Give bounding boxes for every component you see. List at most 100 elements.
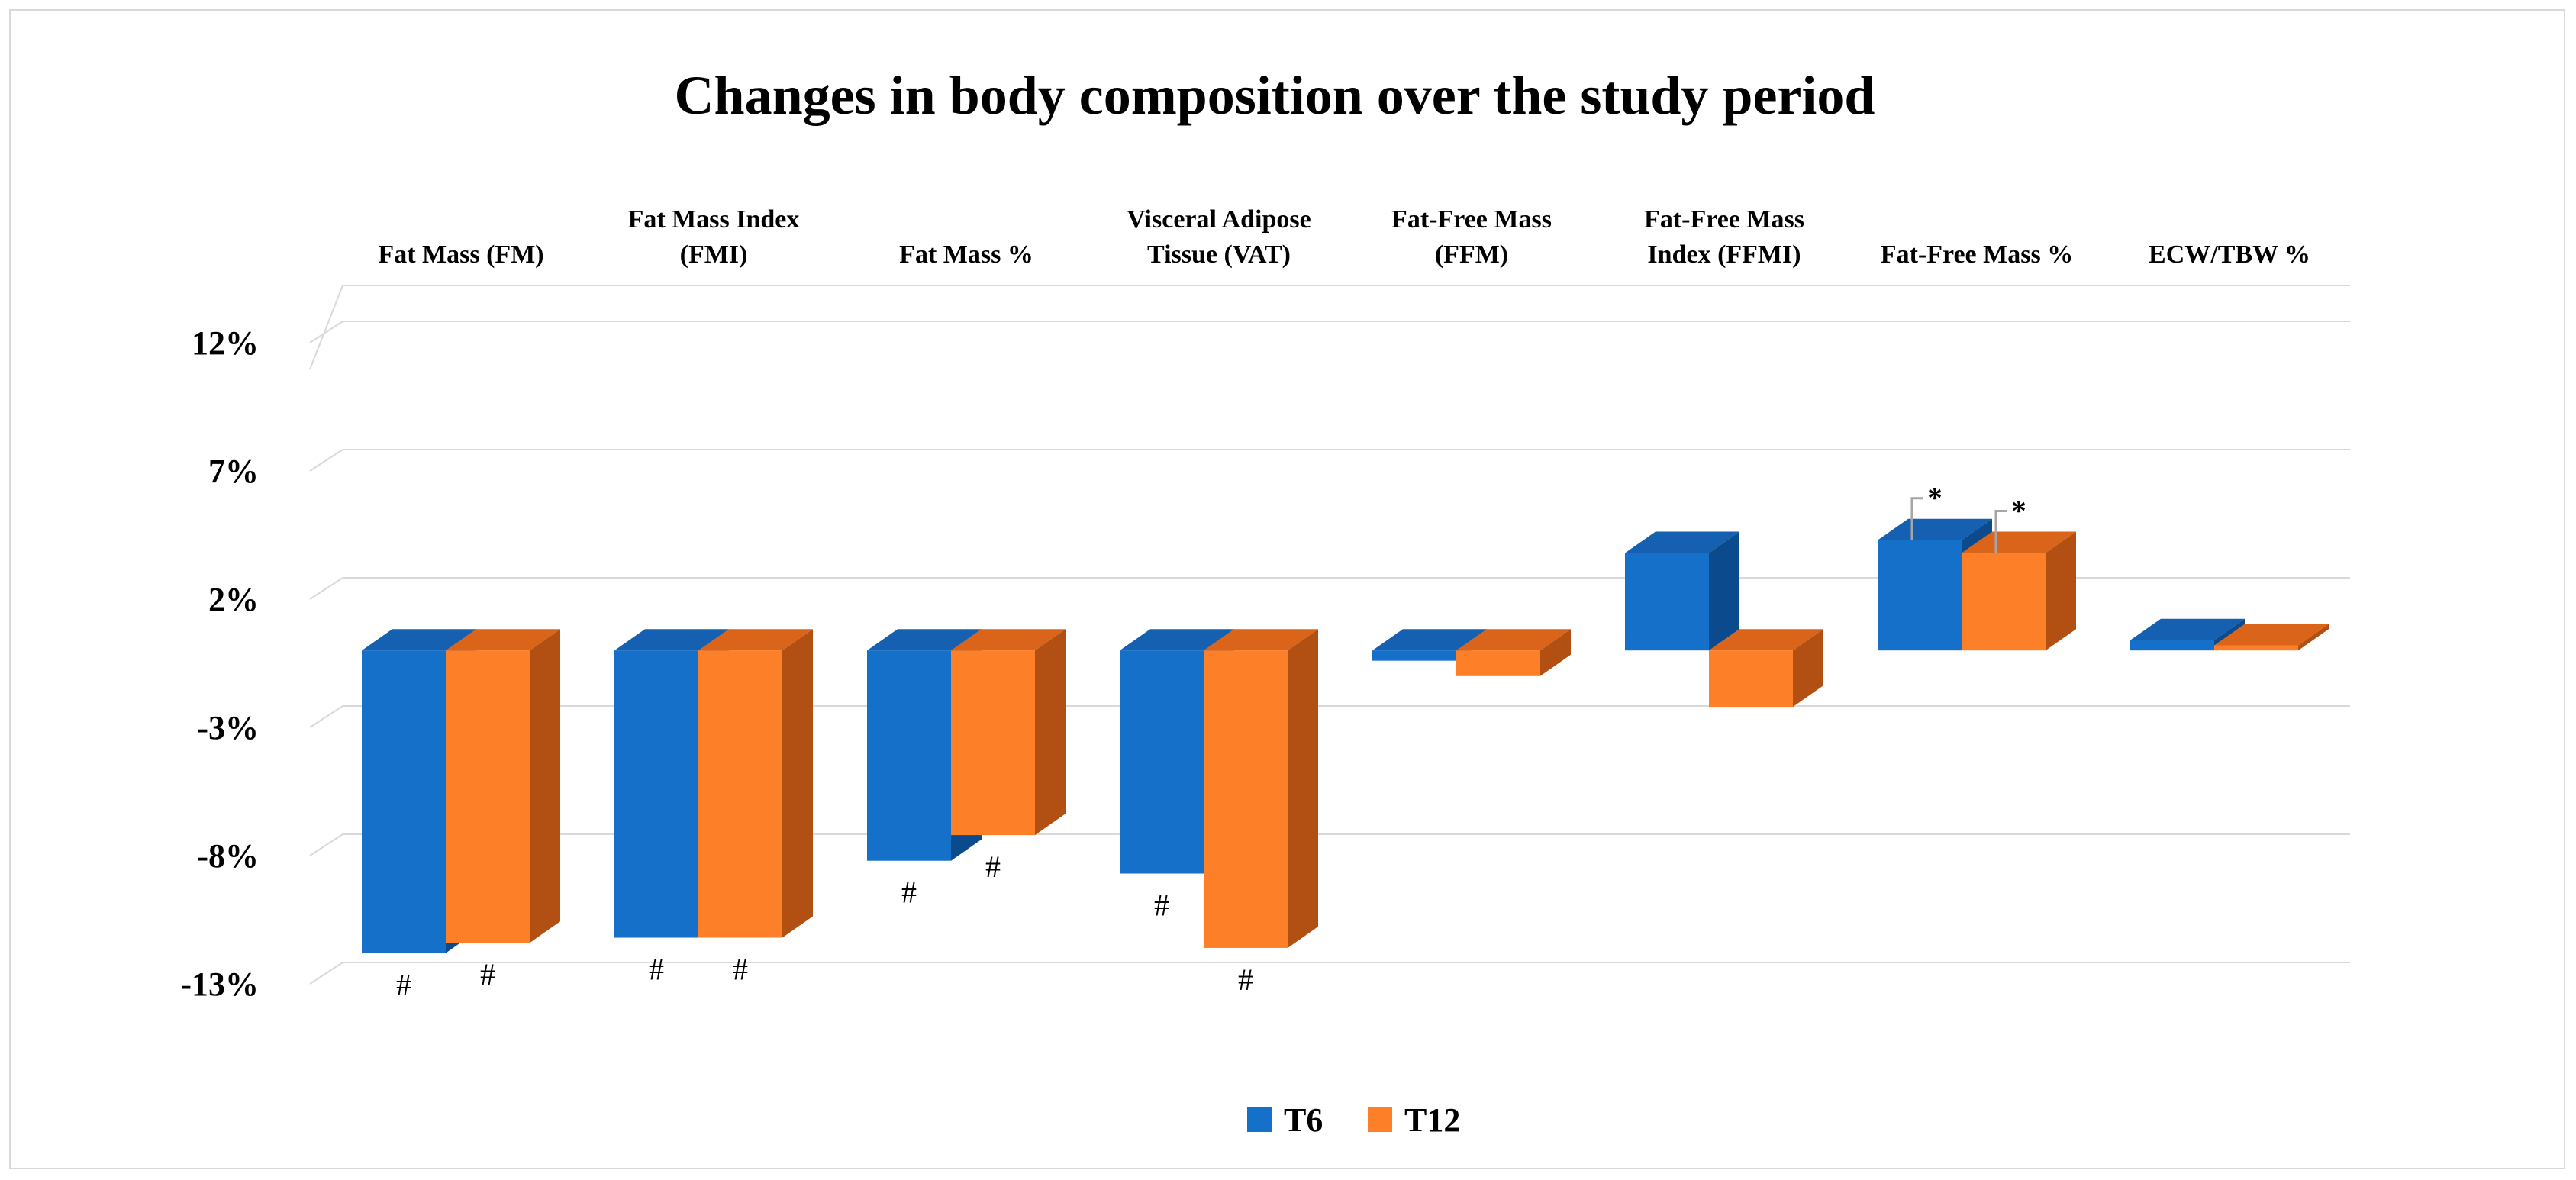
bar-top	[698, 629, 813, 651]
bar-front	[1709, 650, 1793, 708]
y-tick-label: 12%	[192, 324, 259, 362]
bar-side	[2298, 624, 2329, 651]
bar-t6	[1625, 531, 1739, 651]
bar-front	[1878, 540, 1962, 651]
y-axis-ticks: 12% 7% 2% -3% -8% -13%	[180, 324, 259, 1003]
significance-star: *	[1927, 481, 1942, 515]
bar-top	[867, 629, 982, 651]
significance-mark: #	[1154, 888, 1169, 923]
significance-mark: #	[1238, 962, 1253, 997]
bar-top	[1709, 629, 1823, 651]
bar-front	[1625, 553, 1709, 651]
y-tick-label: 7%	[208, 453, 259, 490]
significance-mark: #	[649, 953, 664, 987]
category-label: (FFM)	[1435, 240, 1508, 269]
bar-front	[867, 650, 951, 861]
chart-title: Changes in body composition over the stu…	[675, 65, 1875, 126]
legend-item-t6: T6	[1247, 1101, 1323, 1139]
bar-front	[1120, 650, 1204, 874]
bar-t12	[951, 629, 1066, 836]
bar-front	[2214, 645, 2298, 651]
bar-chart: Changes in body composition over the stu…	[180, 65, 2350, 1139]
bar-t12	[2214, 624, 2329, 651]
bar-top	[446, 629, 560, 651]
legend: T6 T12	[1247, 1101, 1460, 1139]
significance-annotations: # # # # # # # # * *	[396, 481, 2026, 1002]
category-label: ECW/TBW %	[2149, 240, 2310, 269]
bar-t12	[1456, 629, 1571, 676]
legend-label: T12	[1404, 1101, 1460, 1139]
category-label: Fat Mass Index	[628, 205, 800, 234]
category-label: Index (FFMI)	[1647, 240, 1801, 269]
category-labels: Fat Mass (FM) Fat Mass Index (FMI) Fat Mass…	[378, 205, 2310, 269]
bar-top	[1456, 629, 1571, 651]
gridline-depth	[309, 449, 343, 472]
bar-front	[1962, 553, 2046, 651]
bar-front	[614, 650, 698, 938]
annotation-leader	[1910, 497, 1923, 540]
bar-side	[530, 629, 560, 943]
y-tick-label: 2%	[208, 581, 259, 618]
bar-top	[1372, 629, 1487, 651]
gridline-depth	[309, 577, 343, 600]
bar-side	[1793, 629, 1823, 708]
bar-front	[2130, 640, 2214, 651]
legend-label: T6	[1284, 1101, 1323, 1139]
bar-top	[1120, 629, 1234, 651]
bar-t12	[446, 629, 560, 943]
y-tick-label: -8%	[197, 837, 259, 875]
significance-star: *	[2011, 494, 2026, 528]
bar-front	[362, 650, 446, 953]
bar-top	[2130, 618, 2245, 640]
bar-top	[1962, 531, 2076, 553]
bar-front	[1456, 650, 1540, 676]
bar-t12	[1962, 531, 2076, 651]
bar-top	[1878, 518, 1992, 540]
legend-swatch	[1247, 1107, 1272, 1132]
legend-item-t12: T12	[1368, 1101, 1460, 1139]
bar-side	[1540, 629, 1571, 676]
category-label: Fat Mass %	[899, 240, 1033, 269]
bar-t12	[1709, 629, 1823, 708]
significance-mark: #	[396, 968, 411, 1002]
bar-top	[1204, 629, 1318, 651]
annotation-leader	[1994, 510, 2007, 553]
bar-top	[362, 629, 476, 651]
significance-mark: #	[480, 957, 495, 991]
category-label: (FMI)	[680, 240, 748, 269]
category-label: Visceral Adipose	[1127, 205, 1311, 234]
bar-side	[1035, 629, 1066, 836]
bar-side	[782, 629, 813, 938]
bar-top	[951, 629, 1066, 651]
category-label: Fat-Free Mass	[1391, 205, 1552, 234]
bar-side	[1709, 531, 1739, 651]
significance-mark: #	[985, 850, 1001, 884]
category-label: Fat-Free Mass	[1644, 205, 1804, 234]
bar-side	[2046, 531, 2076, 651]
bar-t12	[1204, 629, 1318, 948]
gridline-depth	[309, 833, 343, 856]
gridline-depth	[309, 285, 343, 370]
bar-t12	[698, 629, 813, 938]
category-label: Fat-Free Mass %	[1881, 240, 2073, 269]
gridline-depth	[309, 962, 343, 985]
significance-mark: #	[733, 953, 748, 987]
category-label: Tissue (VAT)	[1147, 240, 1291, 269]
bars	[362, 518, 2329, 953]
bar-front	[1372, 650, 1456, 661]
gridline-depth	[309, 321, 343, 343]
bar-front	[446, 650, 530, 943]
bar-front	[698, 650, 782, 938]
chart-frame: Changes in body composition over the stu…	[9, 9, 2565, 1169]
bar-top	[2214, 624, 2329, 646]
bar-front	[1204, 650, 1288, 948]
legend-swatch	[1368, 1107, 1392, 1132]
bar-side	[1288, 629, 1318, 948]
y-tick-label: -13%	[180, 966, 259, 1003]
bar-top	[1625, 531, 1739, 553]
bar-top	[614, 629, 729, 651]
bar-front	[951, 650, 1035, 836]
y-tick-label: -3%	[197, 709, 259, 746]
significance-mark: #	[901, 875, 917, 910]
category-label: Fat Mass (FM)	[378, 240, 543, 269]
